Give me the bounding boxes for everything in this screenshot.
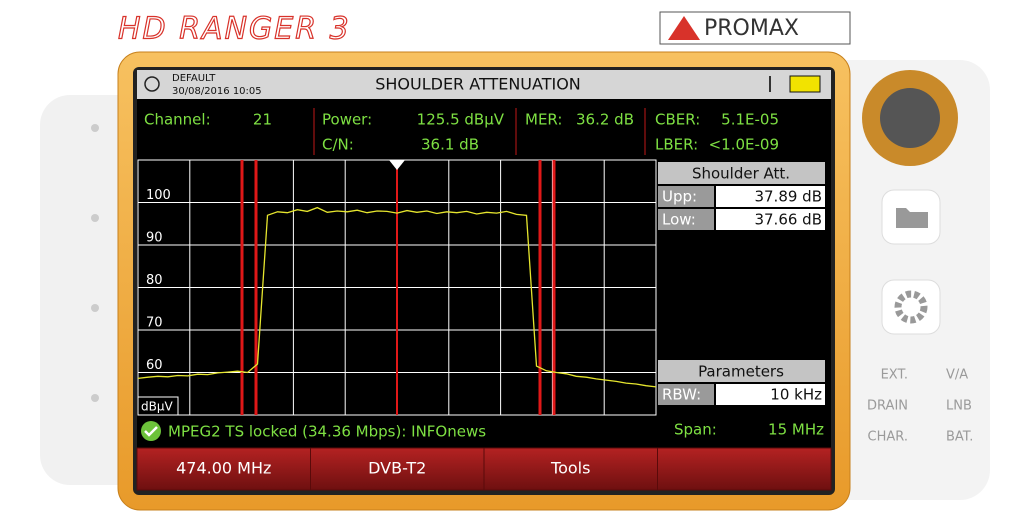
logo-text: PROMAX: [704, 16, 799, 41]
status-message: MPEG2 TS locked (34.36 Mbps): INFOnews: [168, 423, 486, 441]
cn-value: 36.1 dB: [421, 136, 479, 154]
panel-header: [658, 162, 825, 184]
unit-box: [137, 396, 179, 416]
mer-value: 36.2 dB: [576, 111, 634, 129]
label-cell: [658, 384, 714, 405]
panel-title: Parameters: [698, 363, 784, 381]
channel-value: 21: [253, 111, 272, 129]
lower-label: Low:: [662, 211, 696, 229]
softkey-label: 474.00 MHz: [176, 459, 271, 478]
label-cell: [658, 186, 714, 207]
logo-icon: [668, 16, 700, 40]
led: [91, 304, 99, 312]
cber-label: CBER:: [655, 111, 700, 129]
settings-button[interactable]: [881, 279, 941, 335]
header-bar: [137, 70, 831, 99]
softkey[interactable]: [657, 447, 832, 491]
spectrum-trace: [137, 206, 657, 388]
panel-title: Shoulder Att.: [692, 165, 790, 183]
side-label: BAT.: [946, 430, 973, 445]
cn-label: C/N:: [322, 136, 354, 154]
y-tick-label: 70: [146, 316, 163, 331]
side-label: DRAIN: [867, 399, 908, 414]
side-label: CHAR.: [868, 430, 908, 445]
upper-value: 37.89 dB: [754, 188, 822, 206]
preset: DEFAULT: [172, 73, 216, 84]
led: [91, 394, 99, 402]
datetime: 30/08/2016 10:05: [172, 86, 262, 97]
panel-header: [658, 360, 825, 382]
gps-icon: [144, 76, 160, 92]
battery-icon: [789, 75, 821, 93]
upper-label: Upp:: [662, 188, 697, 206]
softkey-label: Tools: [550, 459, 590, 478]
power-value: 125.5 dBµV: [417, 111, 505, 129]
softkey-label: DVB-T2: [368, 459, 426, 478]
lber-value: <1.0E-09: [709, 136, 779, 154]
span-value: 15 MHz: [768, 421, 824, 439]
value-cell: [716, 186, 825, 207]
rbw-value: 10 kHz: [770, 386, 822, 404]
y-tick-label: 100: [146, 188, 171, 203]
y-tick-label: 80: [146, 273, 163, 288]
value-cell: [716, 209, 825, 230]
label-cell: [658, 209, 714, 230]
y-axis-label: dBµV: [141, 400, 173, 414]
lock-icon: [141, 421, 161, 441]
lower-value: 37.66 dB: [754, 211, 822, 229]
channel-label: Channel:: [144, 111, 211, 129]
lber-label: LBER:: [655, 136, 698, 154]
side-label: LNB: [946, 399, 972, 414]
product-name: HD RANGER 3: [118, 12, 351, 47]
y-tick-label: 60: [146, 358, 163, 373]
side-label: V/A: [946, 368, 968, 383]
span-label: Span:: [674, 421, 717, 439]
knob-center[interactable]: [880, 88, 940, 148]
mer-label: MER:: [525, 111, 562, 129]
y-tick-label: 90: [146, 231, 163, 246]
led: [91, 124, 99, 132]
rbw-label: RBW:: [662, 386, 701, 404]
screen-title: SHOULDER ATTENUATION: [375, 75, 581, 94]
gear-icon: [894, 290, 928, 324]
center-pointer: [389, 160, 405, 170]
cber-value: 5.1E-05: [721, 111, 779, 129]
value-cell: [716, 384, 825, 405]
folder-icon: [896, 208, 928, 228]
power-label: Power:: [322, 111, 372, 129]
side-label: EXT.: [881, 368, 908, 383]
check-mark: [144, 426, 158, 437]
led: [91, 214, 99, 222]
